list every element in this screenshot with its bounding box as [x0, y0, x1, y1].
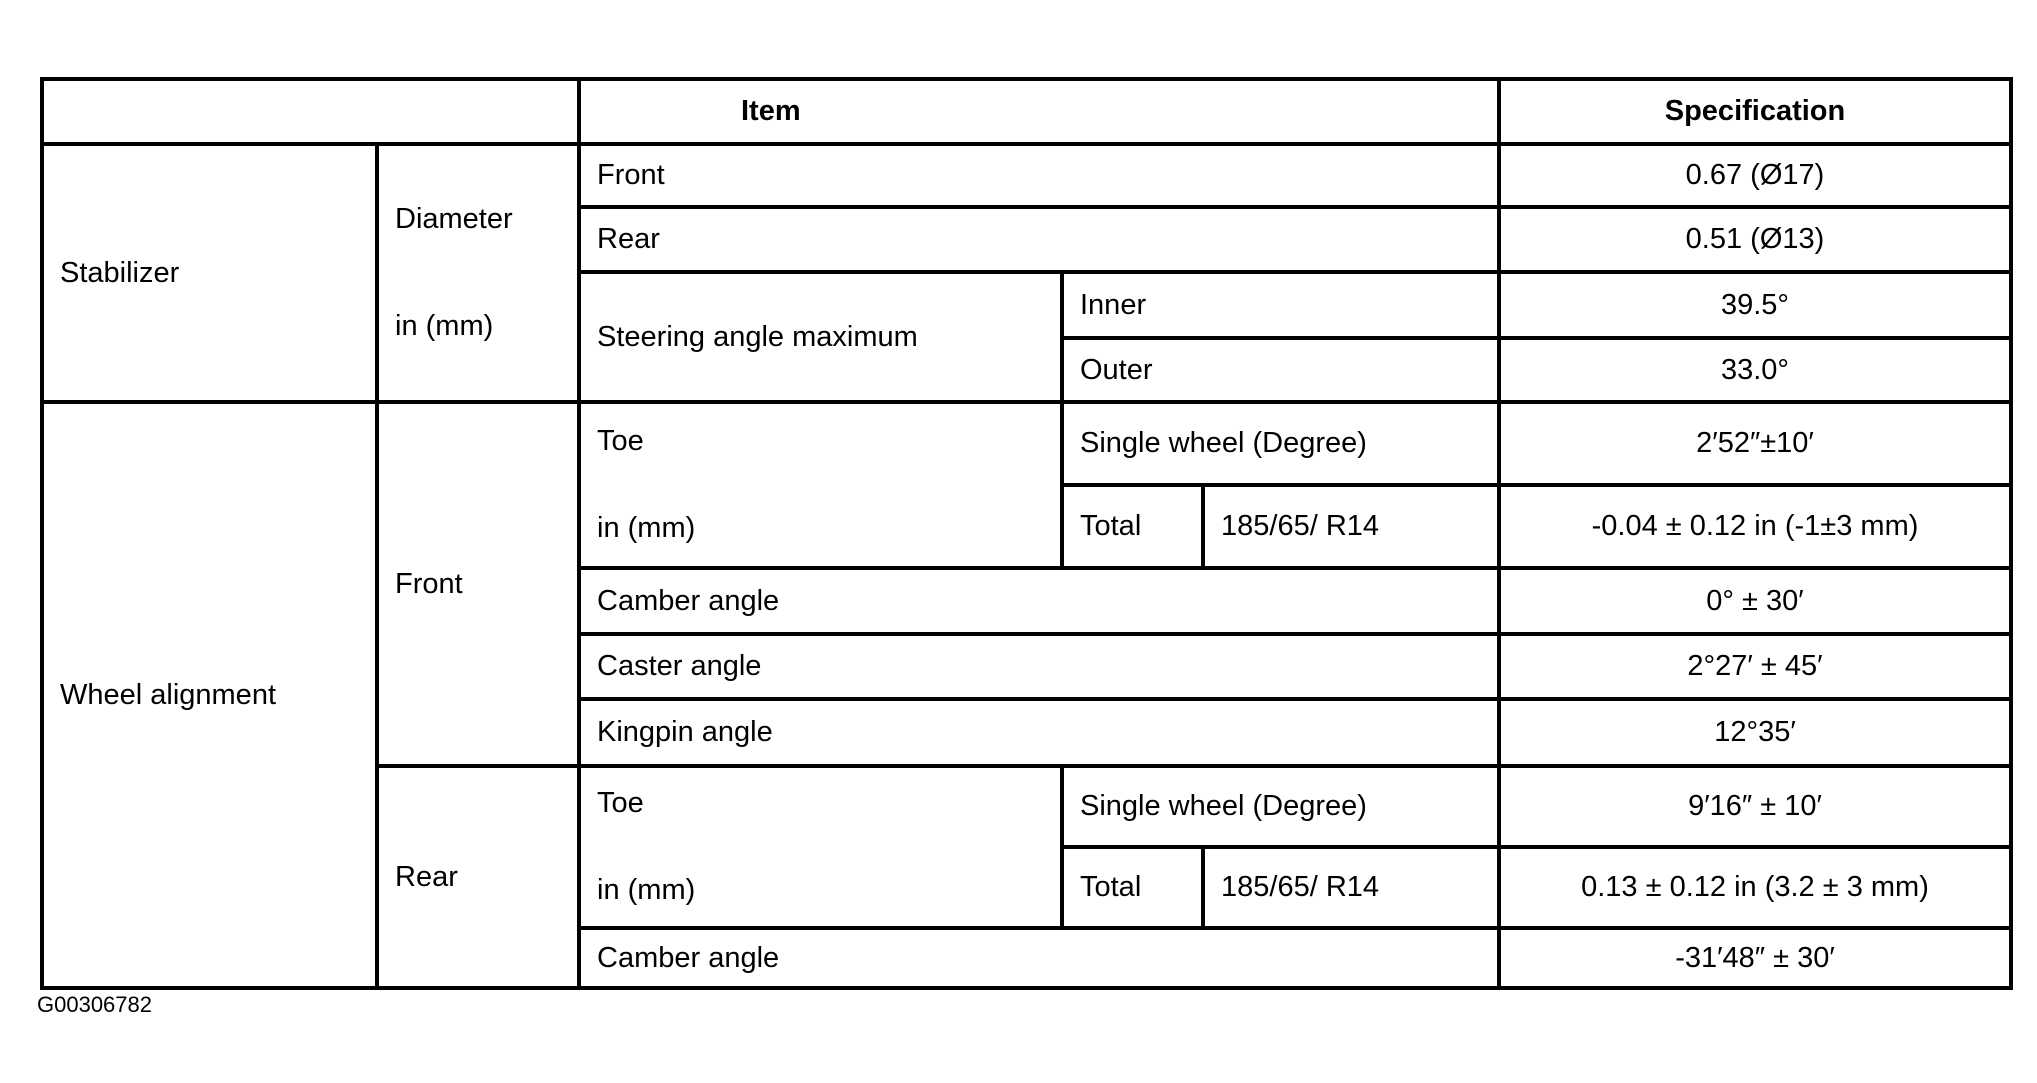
spec-cell: 0.67 (Ø17) — [1497, 142, 2013, 209]
spec-cell: 9′16″ ± 10′ — [1497, 764, 2013, 849]
diameter-unit: in (mm) — [395, 310, 494, 342]
item-cell: Total — [1060, 845, 1205, 930]
front-label: Front — [375, 400, 581, 768]
spec-cell: -31′48″ ± 30′ — [1497, 926, 2013, 990]
front-toe-cell: Toe in (mm) — [577, 400, 1064, 570]
spec-cell: 12°35′ — [1497, 697, 2013, 768]
stabilizer-label: Stabilizer — [40, 142, 379, 404]
item-cell: Caster angle — [577, 632, 1501, 701]
toe-label: Toe — [597, 425, 644, 457]
header-row: Item Specification — [40, 77, 2013, 146]
rear-toe-cell: Toe in (mm) — [577, 764, 1064, 930]
table-row: Outer 33.0° — [42, 336, 2013, 404]
header-specification: Specification — [1497, 77, 2013, 146]
spec-cell: 0.51 (Ø13) — [1497, 205, 2013, 274]
wheel-alignment-label: Wheel alignment — [40, 400, 379, 990]
item-cell: Total — [1060, 483, 1205, 570]
toe-unit: in (mm) — [597, 512, 696, 544]
item-cell: Camber angle — [577, 566, 1501, 636]
spec-cell: 0.13 ± 0.12 in (3.2 ± 3 mm) — [1497, 845, 2013, 930]
table-row: Rear Toe in (mm) Single wheel (Degree) 9… — [42, 764, 2013, 990]
toe-unit: in (mm) — [597, 874, 696, 906]
item-cell: Outer — [1060, 336, 1501, 404]
spec-cell: -0.04 ± 0.12 in (-1±3 mm) — [1497, 483, 2013, 570]
tire-cell: 185/65/ R14 — [1201, 483, 1501, 570]
table-row: Wheel alignment Front Toe in (mm) Single… — [40, 400, 2013, 990]
figure-id-caption: G00306782 — [37, 992, 152, 1017]
specification-table: Item Specification Stabilizer Diameter i… — [40, 77, 2013, 990]
table-row: Camber angle 0° ± 30′ — [42, 566, 2013, 636]
table-row: Total 185/65/ R14 0.13 ± 0.12 in (3.2 ± … — [42, 845, 2013, 930]
toe-label: Toe — [597, 787, 644, 819]
item-cell: Front — [577, 142, 1501, 209]
diameter-cell: Diameter in (mm) — [375, 142, 581, 404]
table-row: Stabilizer Diameter in (mm) Front 0.67 (… — [40, 142, 2013, 404]
table-row: Camber angle -31′48″ ± 30′ — [42, 926, 2013, 990]
table-row: Total 185/65/ R14 -0.04 ± 0.12 in (-1±3 … — [42, 483, 2013, 570]
item-cell: Single wheel (Degree) — [1060, 764, 1501, 849]
spec-cell: 33.0° — [1497, 336, 2013, 404]
item-cell: Kingpin angle — [577, 697, 1501, 768]
diameter-label: Diameter — [395, 203, 513, 235]
item-cell: Rear — [577, 205, 1501, 274]
item-cell: Single wheel (Degree) — [1060, 400, 1501, 487]
steering-label: Steering angle maximum — [577, 270, 1064, 404]
table-row: Kingpin angle 12°35′ — [42, 697, 2013, 768]
rear-label: Rear — [375, 764, 581, 990]
spec-cell: 2′52″±10′ — [1497, 400, 2013, 487]
header-blank-cell — [40, 77, 581, 146]
header-item: Item — [577, 77, 1501, 146]
spec-cell: 0° ± 30′ — [1497, 566, 2013, 636]
item-cell: Camber angle — [577, 926, 1501, 990]
spec-cell: 39.5° — [1497, 270, 2013, 340]
spec-cell: 2°27′ ± 45′ — [1497, 632, 2013, 701]
item-cell: Inner — [1060, 270, 1501, 340]
table-row: Caster angle 2°27′ ± 45′ — [42, 632, 2013, 701]
tire-cell: 185/65/ R14 — [1201, 845, 1501, 930]
table-row: Rear 0.51 (Ø13) — [42, 205, 2013, 274]
table-row: Steering angle maximum Inner 39.5° — [42, 270, 2013, 404]
